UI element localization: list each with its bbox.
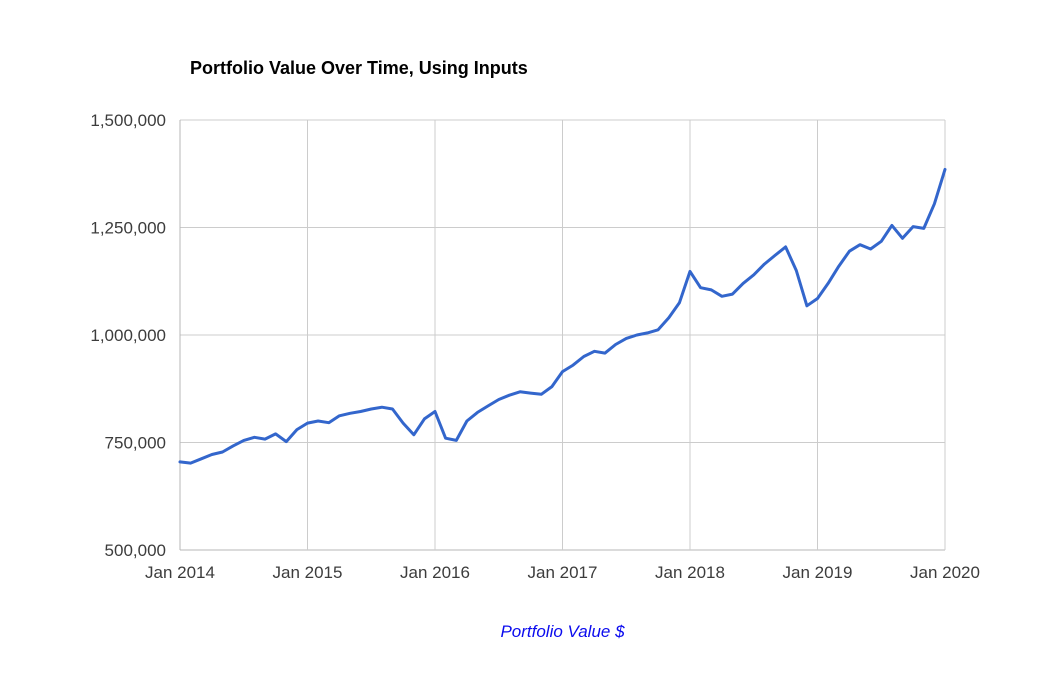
chart-title: Portfolio Value Over Time, Using Inputs <box>190 58 528 78</box>
x-tick-label: Jan 2017 <box>528 563 598 582</box>
x-tick-label: Jan 2016 <box>400 563 470 582</box>
x-tick-label: Jan 2015 <box>273 563 343 582</box>
y-tick-label: 1,000,000 <box>90 326 166 345</box>
x-tick-label: Jan 2018 <box>655 563 725 582</box>
x-tick-label: Jan 2014 <box>145 563 215 582</box>
x-tick-label: Jan 2019 <box>783 563 853 582</box>
y-tick-label: 1,500,000 <box>90 111 166 130</box>
x-tick-label: Jan 2020 <box>910 563 980 582</box>
y-tick-label: 1,250,000 <box>90 219 166 238</box>
legend-portfolio-value: Portfolio Value $ <box>500 622 625 641</box>
portfolio-value-line <box>178 167 947 465</box>
y-tick-label: 750,000 <box>105 434 166 453</box>
y-tick-label: 500,000 <box>105 541 166 560</box>
